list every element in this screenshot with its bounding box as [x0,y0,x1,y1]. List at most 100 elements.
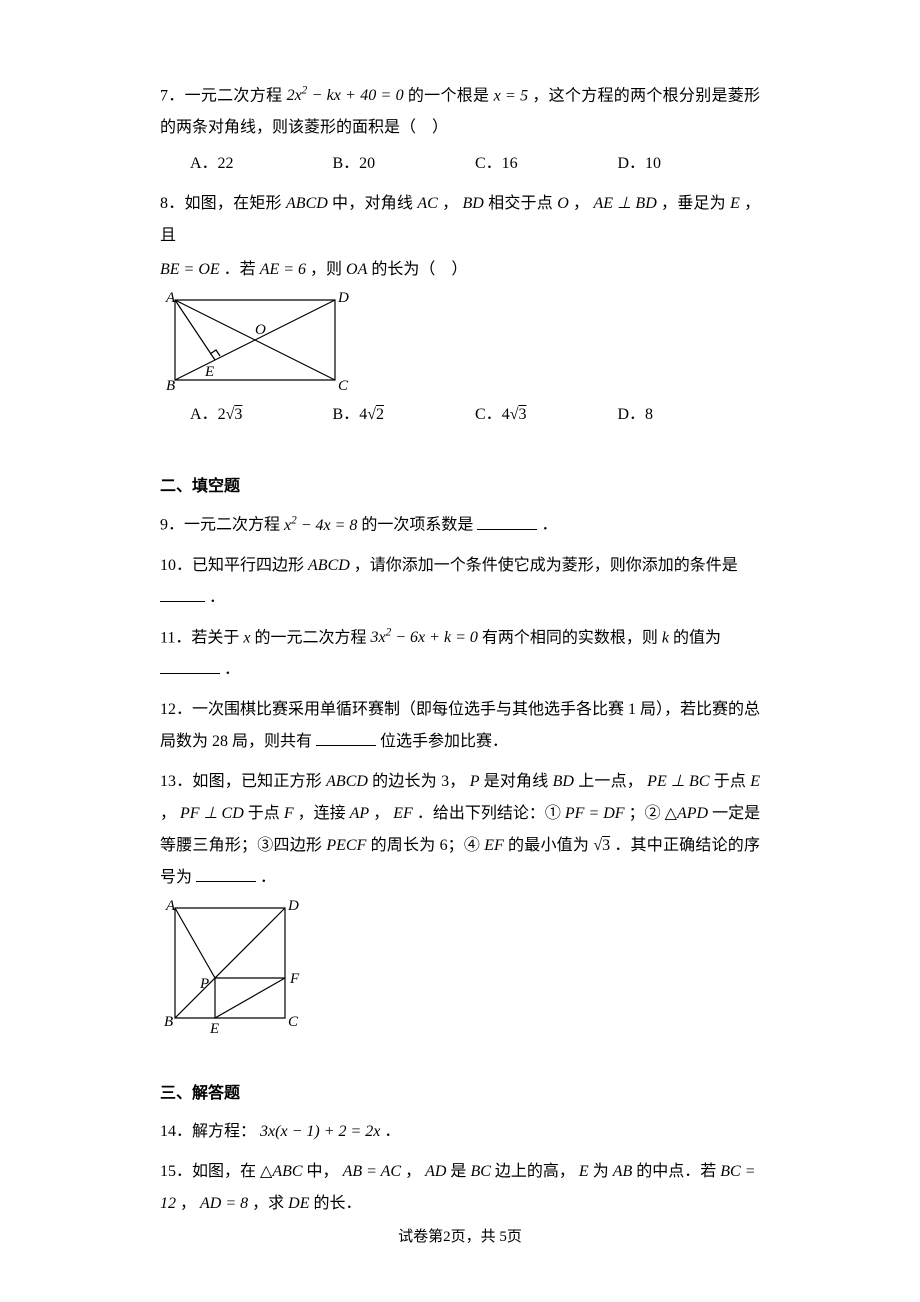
q10-abcd: ABCD [308,557,350,574]
q8-l1a: 8．如图，在矩形 [160,195,282,212]
q11-blank [160,658,220,674]
q8-opt-c: C．4√3 [475,399,618,431]
q8-opt-b: B．4√2 [333,399,476,431]
q11-k: k [662,629,669,646]
q13-lbl-b: B [164,1014,173,1030]
q8-figure: A D B C O E [160,290,760,395]
question-7: 7．一元二次方程 2x2 − kx + 40 = 0 的一个根是 x = 5 ，… [160,80,760,180]
q13-l3a: 的周长为 6；④ [371,837,480,854]
q7-options: A．22 B．20 C．16 D．10 [160,148,760,180]
q8-ae6: AE = 6 [260,261,306,278]
q9-end: ． [541,517,557,534]
q13-figure: A D B C P E F [160,898,760,1038]
q13-l1c: 是对角线 [484,773,549,790]
q8-e: E [730,195,740,212]
q15-l1e: 边上的高， [495,1163,575,1180]
q14-pre: 14．解方程： [160,1123,256,1140]
question-13: 13．如图，已知正方形 ABCD 的边长为 3， P 是对角线 BD 上一点， … [160,766,760,1038]
q15-l1b: 中， [307,1163,339,1180]
q15-e: E [579,1163,589,1180]
q8-a-pre: A． [190,406,218,423]
q8-beoe: BE = OE [160,261,220,278]
q7-text: 7．一元二次方程 2x2 − kx + 40 = 0 的一个根是 x = 5 ，… [160,80,760,144]
q8-l1d: ，垂足为 [661,195,726,212]
q13-bd: BD [553,773,574,790]
q13-pf: PF ⊥ CD [180,805,244,822]
q8-lbl-b: B [166,378,175,394]
q15-l1d: 是 [450,1163,466,1180]
q8-opt-a: A．2√3 [190,399,333,431]
q13-pe: PE ⊥ BC [647,773,709,790]
q13-f: F [284,805,294,822]
q7-opt-a: A．22 [190,148,333,180]
q8-b-rad: 2 [376,406,384,423]
q8-a-coef: 2 [218,406,226,423]
question-10: 10．已知平行四边形 ABCD ，请你添加一个条件使它成为菱形，则你添加的条件是… [160,550,760,614]
q13-pfdf: PF = DF [565,805,625,822]
q8-opt-d: D．8 [618,399,761,431]
q9-blank [477,514,537,530]
q10-l1b: ，请你添加一个条件使它成为菱形，则你添加的条件是 [354,557,738,574]
q13-rad: 3 [602,837,610,854]
q12-l2: 位选手参加比赛． [380,733,508,750]
q11-eq: 3x2 − 6x + k = 0 [371,629,478,646]
q13-end: ． [260,869,276,886]
q8-lbl-e: E [204,364,214,380]
q7-mid: 的一个根是 [408,87,489,104]
q8-bd: BD [463,195,484,212]
q15-de: DE [288,1195,309,1212]
q8-l2d: 的长为（ ） [371,261,467,278]
q13-lbl-p: P [199,976,209,992]
q13-l2c: ，连接 [298,805,346,822]
q7-opt-c: C．16 [475,148,618,180]
q11-m3: 的值为 [673,629,721,646]
q8-b-coef: 4 [359,406,367,423]
q8-c-coef: 4 [502,406,510,423]
q13-l2d: ．给出下列结论：① [417,805,561,822]
q13-l2e: ；② [629,805,661,822]
q8-lbl-c: C [338,378,349,394]
q13-l1b: 的边长为 3， [372,773,465,790]
question-8: 8．如图，在矩形 ABCD 中，对角线 AC ， BD 相交于点 O ， AE … [160,188,760,431]
q13-blank [196,866,256,882]
q10-end: ． [209,589,225,606]
q13-tri: △APD [665,805,708,822]
q13-abcd: ABCD [326,773,368,790]
q12-blank [316,730,376,746]
q15-tri: △ABC [260,1163,303,1180]
question-14: 14．解方程： 3x(x − 1) + 2 = 2x ． [160,1116,760,1148]
q13-p: P [470,773,480,790]
question-15: 15．如图，在 △ABC 中， AB = AC ， AD 是 BC 边上的高， … [160,1156,760,1220]
q11-x: x [243,629,250,646]
q11-m2: 有两个相同的实数根，则 [482,629,658,646]
q15-l1c: ， [405,1163,421,1180]
q15-ab: AB [613,1163,633,1180]
q7-pre: 7．一元二次方程 [160,87,282,104]
q13-lbl-d: D [287,898,299,914]
q13-l2b: 于点 [248,805,280,822]
q15-l1a: 15．如图，在 [160,1163,256,1180]
q8-l1b: 中，对角线 [332,195,413,212]
q9-post: 的一次项系数是 [361,517,473,534]
q7-opt-b: B．20 [333,148,476,180]
q13-svg: A D B C P E F [160,898,310,1038]
q8-b-pre: B． [333,406,360,423]
q13-lbl-f: F [289,971,300,987]
q15-l2b: ，求 [252,1195,284,1212]
q7-root: x = 5 [494,87,528,104]
q13-ap: AP [350,805,370,822]
question-11: 11．若关于 x 的一元二次方程 3x2 − 6x + k = 0 有两个相同的… [160,622,760,686]
q8-perp: AE ⊥ BD [593,195,656,212]
q13-l1a: 13．如图，已知正方形 [160,773,322,790]
page-footer: 试卷第2页，共 5页 [0,1222,920,1252]
q15-l1f: 为 [593,1163,609,1180]
q15-l2c: 的长． [313,1195,361,1212]
q15-comma: ， [180,1195,196,1212]
q10-l1a: 10．已知平行四边形 [160,557,304,574]
q8-options: A．2√3 B．4√2 C．4√3 D．8 [160,399,760,431]
q13-lbl-c: C [288,1014,299,1030]
q8-lbl-o: O [255,322,266,338]
q9-eq: x2 − 4x = 8 [284,517,357,534]
q8-c-pre: C． [475,406,502,423]
q13-c2: ， [373,805,389,822]
